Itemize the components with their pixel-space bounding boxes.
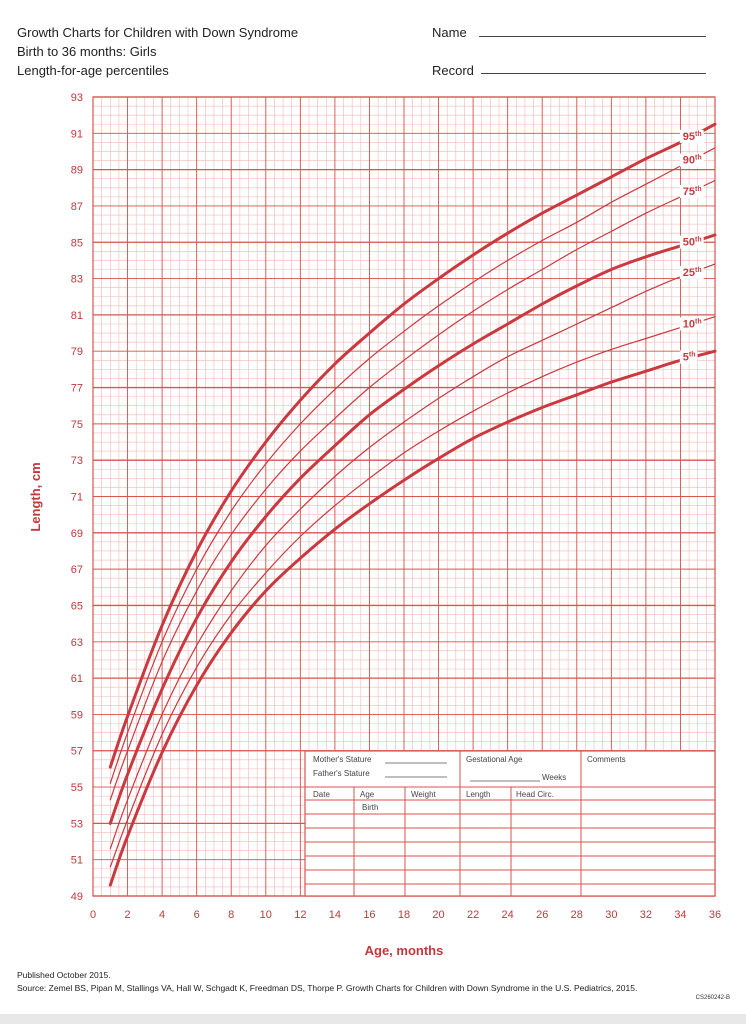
percentile-curve-95 <box>108 122 717 769</box>
percentile-label-10: 10th <box>683 318 702 330</box>
y-tick-label: 67 <box>71 564 83 576</box>
percentile-curve-10 <box>109 316 716 868</box>
percentile-curve-25 <box>109 263 716 850</box>
column-date: Date <box>313 790 330 799</box>
y-axis-ticks: 49 51 53 55 57 59 61 63 65 67 69 71 73 75 77 79 81 83 85 87… <box>71 92 83 903</box>
y-tick-label: 71 <box>71 492 83 504</box>
percentile-curve-5 <box>108 349 717 887</box>
y-tick-label: 89 <box>71 165 83 177</box>
fathers-stature-label: Father's Stature <box>313 769 370 778</box>
x-tick-label: 16 <box>363 909 375 921</box>
x-tick-label: 32 <box>640 909 652 921</box>
y-tick-label: 61 <box>71 673 83 685</box>
percentile-label-50: 50th <box>683 237 702 249</box>
gestational-age-label: Gestational Age <box>466 755 523 764</box>
x-tick-label: 2 <box>124 909 130 921</box>
percentile-curve-75 <box>109 179 716 801</box>
x-tick-label: 34 <box>674 909 686 921</box>
y-tick-label: 83 <box>71 274 83 286</box>
percentile-label-95: 95th <box>683 131 702 143</box>
y-tick-label: 57 <box>71 746 83 758</box>
y-tick-label: 63 <box>71 637 83 649</box>
x-tick-label: 26 <box>536 909 548 921</box>
data-table-grid <box>304 750 716 897</box>
y-tick-label: 69 <box>71 528 83 540</box>
y-tick-label: 59 <box>71 709 83 721</box>
column-head-circ: Head Circ. <box>516 790 554 799</box>
percentile-label-bg <box>679 317 704 331</box>
x-tick-label: 0 <box>90 909 96 921</box>
y-tick-label: 65 <box>71 600 83 612</box>
x-tick-label: 12 <box>294 909 306 921</box>
record-field[interactable] <box>481 73 706 74</box>
source-note: Source: Zemel BS, Pipan M, Stallings VA,… <box>17 983 638 993</box>
percentile-curve-90 <box>109 147 716 784</box>
name-field[interactable] <box>479 36 706 37</box>
mothers-stature-label: Mother's Stature <box>313 755 372 764</box>
chart-subtitle-age: Birth to 36 months: Girls <box>17 44 157 59</box>
column-length: Length <box>466 790 490 799</box>
comments-label: Comments <box>587 755 626 764</box>
x-tick-label: 10 <box>260 909 272 921</box>
percentile-label-bg <box>679 129 704 143</box>
y-tick-label: 93 <box>71 92 83 104</box>
x-tick-label: 20 <box>432 909 444 921</box>
weeks-label: Weeks <box>542 773 566 782</box>
percentile-label-bg <box>679 235 704 249</box>
x-tick-label: 24 <box>502 909 514 921</box>
y-tick-label: 85 <box>71 237 83 249</box>
y-axis-label: Length, cm <box>28 462 43 531</box>
x-tick-label: 22 <box>467 909 479 921</box>
chart-title: Growth Charts for Children with Down Syn… <box>17 25 299 40</box>
percentile-label-75: 75th <box>683 186 702 198</box>
table-border <box>304 750 716 897</box>
percentile-label-25: 25th <box>683 267 702 279</box>
x-tick-label: 28 <box>571 909 583 921</box>
percentile-label-bg <box>679 184 704 198</box>
percentile-label-bg <box>679 153 704 167</box>
record-label: Record <box>432 63 474 78</box>
column-age: Age <box>360 790 375 799</box>
data-table-labels: Mother's Stature Father's Stature Gestat… <box>313 755 626 812</box>
length-for-age-chart: 95th 90th 75th 50th 25th 10th 5th 49 51 53 55 57 59… <box>28 92 721 958</box>
y-tick-label: 77 <box>71 383 83 395</box>
y-tick-label: 51 <box>71 855 83 867</box>
published-note: Published October 2015. <box>17 970 111 980</box>
y-tick-label: 53 <box>71 818 83 830</box>
percentile-label-90: 90th <box>683 155 702 167</box>
percentile-curves <box>108 122 717 887</box>
percentile-label-bg <box>679 350 698 364</box>
stature-fields[interactable] <box>385 762 540 782</box>
y-tick-label: 79 <box>71 346 83 358</box>
data-table-background <box>305 751 715 896</box>
x-tick-label: 36 <box>709 909 721 921</box>
percentile-labels: 95th 90th 75th 50th 25th 10th 5th <box>679 129 704 364</box>
y-tick-label: 81 <box>71 310 83 322</box>
x-tick-label: 4 <box>159 909 165 921</box>
x-axis-label: Age, months <box>365 943 444 958</box>
y-tick-label: 91 <box>71 128 83 140</box>
x-tick-label: 14 <box>329 909 341 921</box>
birth-label: Birth <box>362 803 378 812</box>
y-tick-label: 49 <box>71 891 83 903</box>
percentile-label-bg <box>679 265 704 279</box>
percentile-curve-50 <box>108 233 717 825</box>
y-tick-label: 73 <box>71 455 83 467</box>
y-tick-label: 87 <box>71 201 83 213</box>
document-code: CS260242-B <box>695 995 730 1001</box>
x-tick-label: 8 <box>228 909 234 921</box>
chart-subtitle-type: Length-for-age percentiles <box>17 63 169 78</box>
x-tick-label: 6 <box>194 909 200 921</box>
percentile-label-5: 5th <box>683 352 696 364</box>
y-tick-label: 75 <box>71 419 83 431</box>
x-tick-label: 18 <box>398 909 410 921</box>
x-axis-ticks: 0 2 4 6 8 10 12 14 16 18 20 22 24 26 28 30 32 34 36 <box>90 909 721 921</box>
x-tick-label: 30 <box>605 909 617 921</box>
column-weight: Weight <box>411 790 437 799</box>
y-tick-label: 55 <box>71 782 83 794</box>
bottom-scroll-edge <box>0 1014 746 1024</box>
name-label: Name <box>432 25 467 40</box>
